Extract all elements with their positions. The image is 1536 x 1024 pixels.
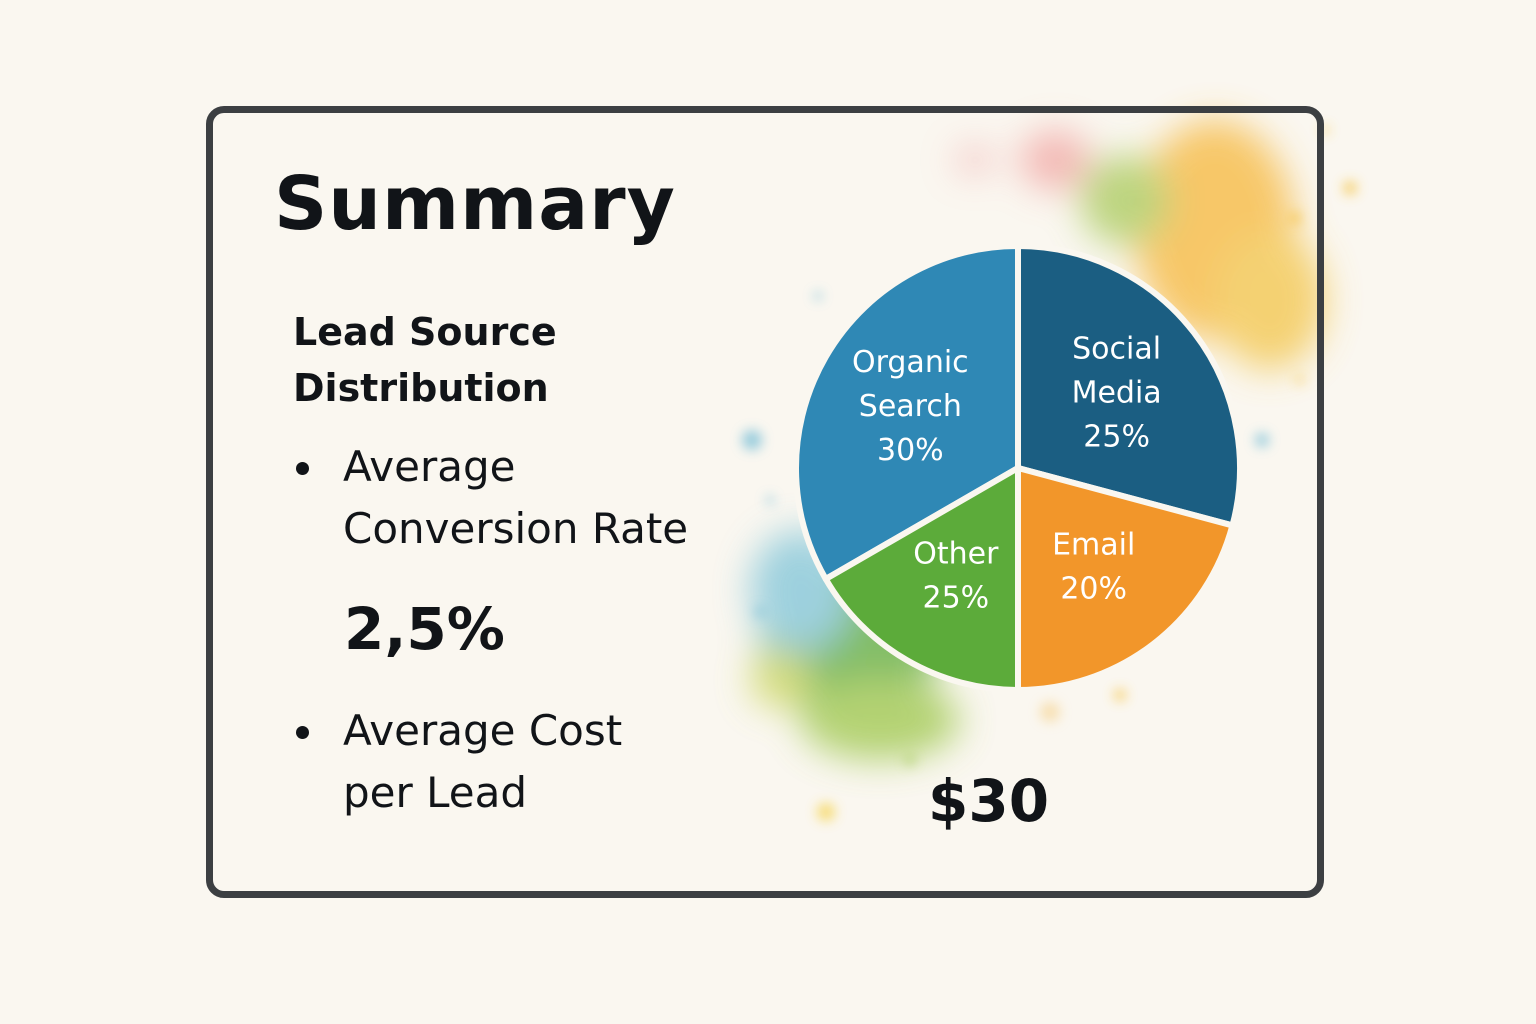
lead-source-pie-chart: Organic Search 30% Social Media 25% Email 20% Ot…: [793, 243, 1243, 693]
pie-label-other: Other 25%: [913, 537, 999, 616]
pie-label-organic-search: Organic Search 30%: [852, 345, 969, 468]
pie-label-social-media: Social Media 25%: [1072, 331, 1162, 454]
summary-card: [206, 106, 1324, 898]
section-title: Lead Source Distribution: [293, 310, 557, 410]
pie-slice-other: [822, 465, 1021, 693]
pie-slice-social-media: [1015, 243, 1243, 529]
cost-per-lead-value: $30: [928, 767, 1050, 835]
metric-label: Average Conversion Rate: [343, 442, 689, 553]
pie-label-email: Email 20%: [1052, 528, 1135, 607]
conversion-rate-value: 2,5%: [344, 595, 505, 663]
pie-slice-organic-search: [793, 243, 1021, 582]
bullet-dot: [296, 462, 309, 475]
metric-cost-per-lead: Average Cost per Lead: [296, 700, 696, 824]
metric-label: Average Cost per Lead: [343, 706, 623, 817]
metric-conversion-rate: Average Conversion Rate: [296, 436, 716, 560]
pie-slice-email: [1015, 465, 1236, 693]
bullet-dot: [296, 726, 309, 739]
page-title: Summary: [274, 161, 676, 247]
